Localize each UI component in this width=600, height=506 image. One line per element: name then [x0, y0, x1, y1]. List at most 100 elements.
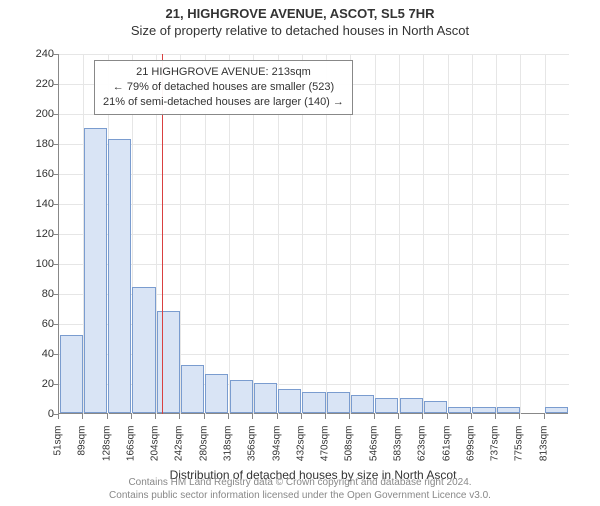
footer-copyright: Contains HM Land Registry data © Crown c…: [0, 477, 600, 488]
x-tick-mark: [422, 414, 423, 419]
histogram-bar: [472, 407, 495, 413]
gridline-h: [59, 174, 569, 175]
y-tick-mark: [53, 324, 58, 325]
x-tick-mark: [155, 414, 156, 419]
gridline-v: [496, 54, 497, 414]
gridline-h: [59, 54, 569, 55]
y-tick-label: 100: [22, 258, 54, 270]
histogram-bar: [497, 407, 520, 413]
y-tick-mark: [53, 234, 58, 235]
histogram-bar: [157, 311, 180, 413]
y-tick-label: 160: [22, 168, 54, 180]
x-tick-mark: [349, 414, 350, 419]
x-tick-mark: [447, 414, 448, 419]
y-tick-mark: [53, 114, 58, 115]
x-tick-label: 432sqm: [295, 426, 306, 470]
gridline-v: [545, 54, 546, 414]
y-tick-label: 20: [22, 378, 54, 390]
histogram-bar: [351, 395, 374, 413]
gridline-v: [520, 54, 521, 414]
infobox-line2: ← 79% of detached houses are smaller (52…: [103, 80, 344, 95]
x-tick-mark: [131, 414, 132, 419]
x-tick-mark: [301, 414, 302, 419]
y-tick-mark: [53, 204, 58, 205]
histogram-bar: [181, 365, 204, 413]
x-tick-mark: [544, 414, 545, 419]
x-tick-label: 661sqm: [441, 426, 452, 470]
x-tick-label: 318sqm: [223, 426, 234, 470]
x-tick-label: 813sqm: [538, 426, 549, 470]
histogram-bar: [278, 389, 301, 413]
x-tick-label: 166sqm: [125, 426, 136, 470]
x-tick-label: 583sqm: [393, 426, 404, 470]
x-tick-label: 508sqm: [344, 426, 355, 470]
x-tick-mark: [228, 414, 229, 419]
histogram-bar: [205, 374, 228, 413]
y-tick-mark: [53, 174, 58, 175]
footer-licence: Contains public sector information licen…: [0, 490, 600, 501]
x-tick-mark: [325, 414, 326, 419]
x-tick-label: 128sqm: [101, 426, 112, 470]
gridline-v: [399, 54, 400, 414]
histogram-bar: [448, 407, 471, 413]
histogram-bar: [302, 392, 325, 413]
gridline-h: [59, 144, 569, 145]
y-tick-label: 120: [22, 228, 54, 240]
y-tick-mark: [53, 144, 58, 145]
x-tick-label: 89sqm: [77, 426, 88, 470]
x-tick-mark: [374, 414, 375, 419]
gridline-v: [423, 54, 424, 414]
histogram-bar: [84, 128, 107, 413]
x-tick-mark: [277, 414, 278, 419]
histogram-bar: [132, 287, 155, 413]
y-tick-mark: [53, 84, 58, 85]
histogram-bar: [108, 139, 131, 414]
x-tick-label: 775sqm: [514, 426, 525, 470]
x-tick-mark: [107, 414, 108, 419]
page-title: 21, HIGHGROVE AVENUE, ASCOT, SL5 7HR: [0, 6, 600, 21]
x-tick-mark: [82, 414, 83, 419]
gridline-h: [59, 234, 569, 235]
infobox-line1: 21 HIGHGROVE AVENUE: 213sqm: [103, 65, 344, 80]
y-tick-label: 60: [22, 318, 54, 330]
page-subtitle: Size of property relative to detached ho…: [0, 23, 600, 38]
x-tick-mark: [204, 414, 205, 419]
x-tick-mark: [252, 414, 253, 419]
histogram-bar: [424, 401, 447, 413]
histogram-bar: [375, 398, 398, 413]
y-tick-mark: [53, 54, 58, 55]
x-tick-label: 623sqm: [417, 426, 428, 470]
x-tick-mark: [519, 414, 520, 419]
gridline-v: [448, 54, 449, 414]
x-tick-label: 51sqm: [53, 426, 64, 470]
x-tick-mark: [471, 414, 472, 419]
y-tick-mark: [53, 384, 58, 385]
y-tick-label: 220: [22, 78, 54, 90]
marker-info-box: 21 HIGHGROVE AVENUE: 213sqm ← 79% of det…: [94, 60, 353, 115]
histogram-bar: [254, 383, 277, 413]
y-tick-label: 200: [22, 108, 54, 120]
x-tick-mark: [398, 414, 399, 419]
x-tick-label: 280sqm: [198, 426, 209, 470]
gridline-h: [59, 264, 569, 265]
y-tick-label: 140: [22, 198, 54, 210]
gridline-h: [59, 204, 569, 205]
x-tick-label: 394sqm: [271, 426, 282, 470]
histogram-bar: [230, 380, 253, 413]
histogram-bar: [545, 407, 568, 413]
x-tick-label: 204sqm: [150, 426, 161, 470]
histogram-bar: [327, 392, 350, 413]
y-tick-mark: [53, 264, 58, 265]
x-tick-label: 356sqm: [247, 426, 258, 470]
y-tick-label: 80: [22, 288, 54, 300]
y-tick-mark: [53, 354, 58, 355]
x-tick-label: 737sqm: [490, 426, 501, 470]
x-tick-label: 699sqm: [465, 426, 476, 470]
x-tick-label: 546sqm: [368, 426, 379, 470]
y-tick-mark: [53, 294, 58, 295]
y-tick-label: 40: [22, 348, 54, 360]
y-tick-label: 240: [22, 48, 54, 60]
x-tick-label: 242sqm: [174, 426, 185, 470]
histogram-bar: [400, 398, 423, 413]
y-tick-label: 180: [22, 138, 54, 150]
